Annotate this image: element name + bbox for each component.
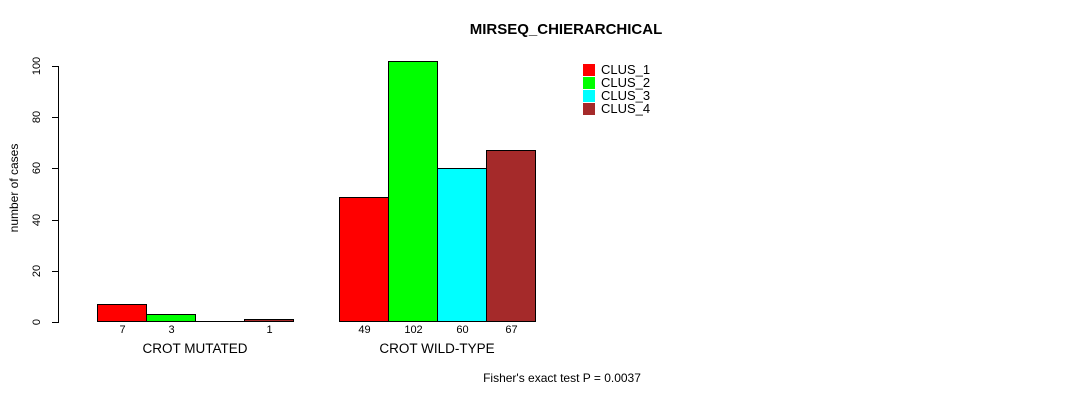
y-axis-tick-label: 20 bbox=[31, 264, 43, 278]
x-axis-group-label-crot-mutated: CROT MUTATED bbox=[142, 341, 248, 356]
bar-clus-1-crot-mutated bbox=[97, 304, 147, 322]
legend-swatch-clus-1 bbox=[583, 63, 595, 76]
legend-item-clus-4: CLUS_4 bbox=[583, 101, 651, 116]
legend-item-clus-2: CLUS_2 bbox=[583, 75, 651, 90]
x-axis-group-label-crot-wild-type: CROT WILD-TYPE bbox=[379, 341, 495, 356]
y-axis-label: number of cases bbox=[7, 143, 21, 233]
y-axis-tick-label: 0 bbox=[31, 318, 43, 326]
y-axis-tick bbox=[52, 271, 58, 272]
chart-title: MIRSEQ_CHIERARCHICAL bbox=[469, 21, 663, 38]
legend-swatch-clus-3 bbox=[583, 89, 595, 102]
bar-value-label: 60 bbox=[456, 324, 469, 336]
bar-clus-2-crot-mutated bbox=[146, 314, 196, 322]
y-axis-tick bbox=[52, 66, 58, 67]
legend-swatch-clus-2 bbox=[583, 76, 595, 89]
legend-item-clus-3: CLUS_3 bbox=[583, 88, 651, 103]
bar-value-label: 1 bbox=[266, 324, 273, 336]
bar-clus-3-crot-mutated bbox=[195, 321, 245, 322]
y-axis-line bbox=[58, 66, 59, 323]
bar-value-label: 7 bbox=[119, 324, 126, 336]
y-axis-tick bbox=[52, 322, 58, 323]
legend-label: CLUS_3 bbox=[601, 88, 651, 103]
legend: CLUS_1 CLUS_2 CLUS_3 CLUS_4 bbox=[583, 62, 651, 116]
bar-value-label: 67 bbox=[505, 324, 518, 336]
bar-value-label: 3 bbox=[168, 324, 175, 336]
legend-label: CLUS_2 bbox=[601, 75, 651, 90]
legend-label: CLUS_1 bbox=[601, 62, 651, 77]
legend-item-clus-1: CLUS_1 bbox=[583, 62, 651, 77]
bar-clus-3-crot-wild-type bbox=[437, 168, 487, 322]
y-axis-tick-label: 40 bbox=[31, 213, 43, 227]
y-axis-tick bbox=[52, 117, 58, 118]
bar-clus-4-crot-mutated bbox=[244, 319, 294, 322]
y-axis-tick bbox=[52, 168, 58, 169]
y-axis-tick bbox=[52, 220, 58, 221]
bar-value-label: 102 bbox=[404, 324, 423, 336]
fisher-test-annotation: Fisher's exact test P = 0.0037 bbox=[483, 371, 641, 385]
y-axis-tick-label: 100 bbox=[31, 56, 43, 76]
y-axis-tick-label: 60 bbox=[31, 161, 43, 175]
bar-clus-2-crot-wild-type bbox=[388, 61, 438, 322]
legend-label: CLUS_4 bbox=[601, 101, 651, 116]
legend-swatch-clus-4 bbox=[583, 102, 595, 115]
bar-value-label: 49 bbox=[358, 324, 371, 336]
bar-clus-1-crot-wild-type bbox=[339, 197, 389, 322]
y-axis-tick-label: 80 bbox=[31, 110, 43, 124]
bar-clus-4-crot-wild-type bbox=[486, 150, 536, 322]
